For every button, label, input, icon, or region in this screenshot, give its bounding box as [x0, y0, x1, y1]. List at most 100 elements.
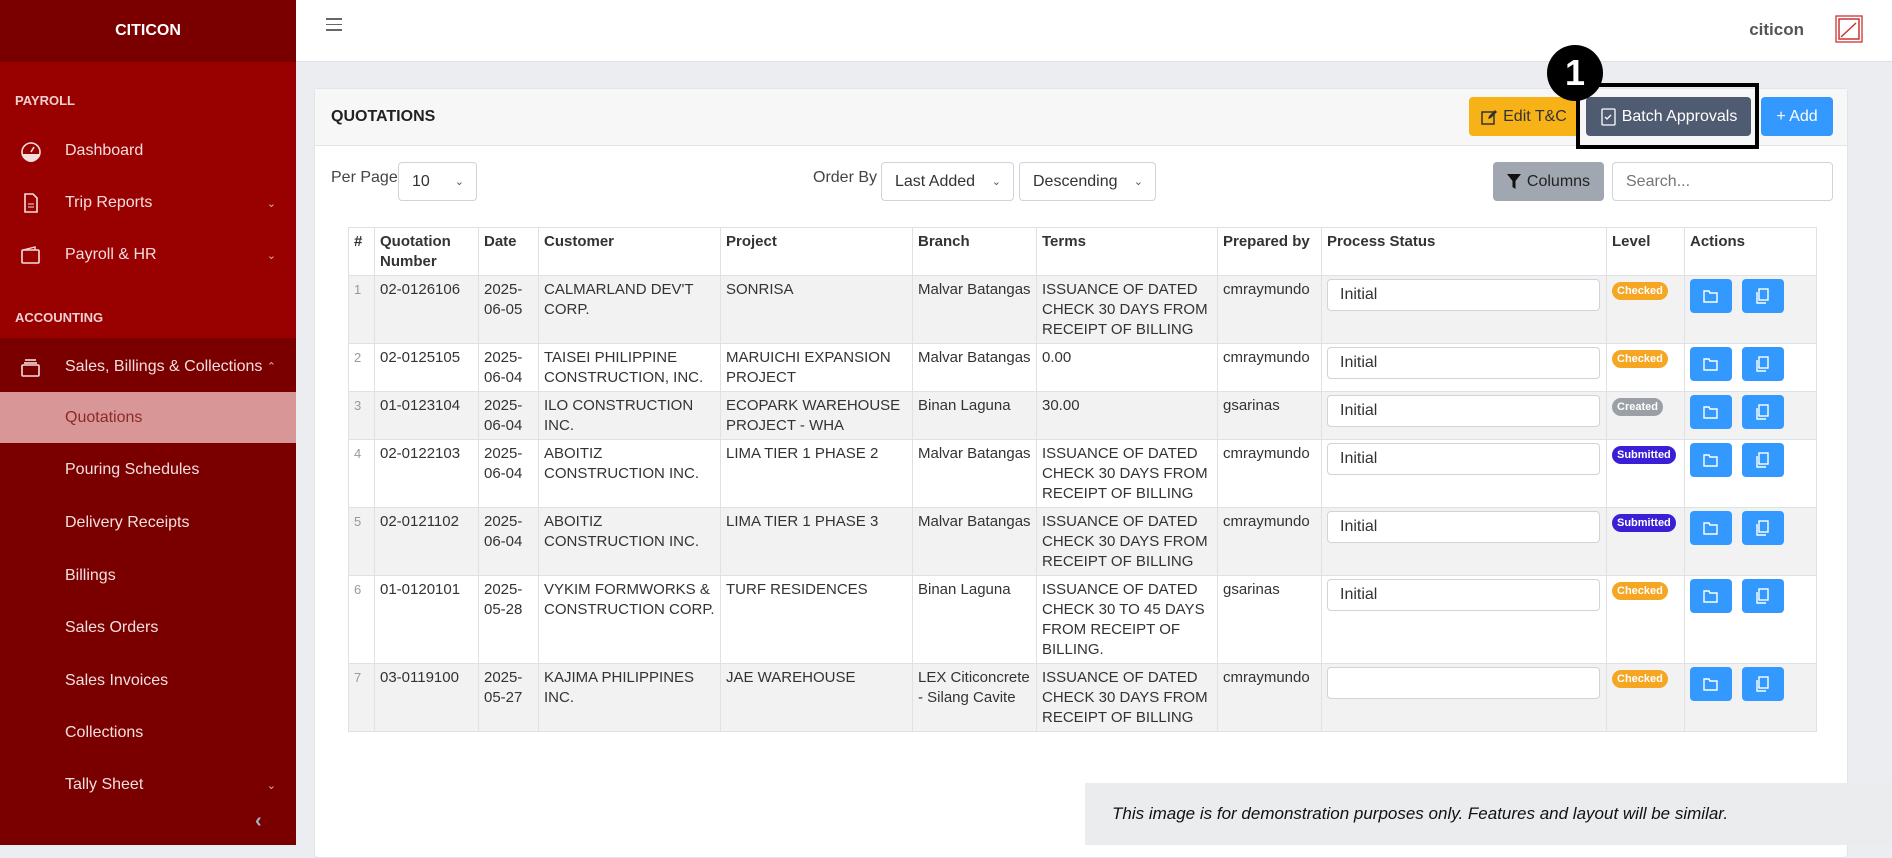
cell-customer: VYKIM FORMWORKS & CONSTRUCTION CORP. [538, 575, 721, 664]
order-direction-select[interactable]: Descending ⌄ [1019, 162, 1156, 201]
cell-customer: ABOITIZ CONSTRUCTION INC. [538, 439, 721, 508]
cell-prepared-by: gsarinas [1217, 391, 1322, 440]
sidebar-item-payroll-hr[interactable]: Payroll & HR ⌄ [0, 242, 296, 268]
duplicate-button[interactable] [1742, 511, 1784, 545]
column-header: Branch [912, 227, 1037, 276]
open-button[interactable] [1690, 511, 1732, 545]
per-page-value: 10 [412, 172, 430, 190]
cell-customer: CALMARLAND DEV'T CORP. [538, 275, 721, 344]
sidebar-item-dashboard[interactable]: Dashboard [0, 138, 296, 164]
cell-branch: Malvar Batangas [912, 507, 1037, 576]
process-status-field[interactable]: Initial [1327, 443, 1600, 475]
search-input[interactable] [1612, 162, 1833, 201]
sidebar-subitem-billings[interactable]: Billings [0, 563, 296, 589]
cell-process-status: Initial [1321, 507, 1607, 576]
cell-actions [1684, 663, 1817, 732]
chevron-down-icon: ⌄ [991, 176, 1001, 188]
sidebar-subitem-sales-orders[interactable]: Sales Orders [0, 615, 296, 641]
cell-project: LIMA TIER 1 PHASE 3 [720, 507, 913, 576]
level-badge: Checked [1612, 282, 1668, 300]
add-button[interactable]: + Add [1761, 97, 1833, 136]
column-header: Process Status [1321, 227, 1607, 276]
cell-actions [1684, 575, 1817, 664]
duplicate-button[interactable] [1742, 667, 1784, 701]
cell-date: 2025-06-04 [478, 507, 539, 576]
process-status-field[interactable]: Initial [1327, 279, 1600, 311]
process-status-field[interactable]: Initial [1327, 347, 1600, 379]
sidebar-subitem-quotations[interactable]: Quotations [0, 392, 296, 443]
cell-project: LIMA TIER 1 PHASE 2 [720, 439, 913, 508]
batch-approvals-button[interactable]: Batch Approvals [1586, 97, 1751, 136]
duplicate-button[interactable] [1742, 279, 1784, 313]
table-row[interactable]: 4 02-0122103 2025-06-04 ABOITIZ CONSTRUCTIO… [348, 439, 1817, 508]
sidebar-subitem-pouring-schedules[interactable]: Pouring Schedules [0, 457, 296, 483]
sidebar-item-trip-reports[interactable]: Trip Reports ⌄ [0, 190, 296, 216]
columns-button[interactable]: Columns [1493, 162, 1604, 201]
table-row[interactable]: 3 01-0123104 2025-06-04 ILO CONSTRUCTION IN… [348, 391, 1817, 440]
cell-index: 5 [348, 507, 375, 576]
per-page-label: Per Page [331, 169, 398, 186]
hamburger-menu-icon[interactable] [326, 18, 342, 31]
cell-terms: ISSUANCE OF DATED CHECK 30 DAYS FROM REC… [1036, 275, 1218, 344]
table-row[interactable]: 2 02-0125105 2025-06-04 TAISEI PHILIPPINE C… [348, 343, 1817, 392]
cell-process-status: Initial [1321, 391, 1607, 440]
cell-prepared-by: gsarinas [1217, 575, 1322, 664]
table-row[interactable]: 1 02-0126106 2025-06-05 CALMARLAND DEV'T CO… [348, 275, 1817, 344]
sidebar-item-sales-billings[interactable]: Sales, Billings & Collections ⌃ [0, 338, 296, 395]
duplicate-button[interactable] [1742, 347, 1784, 381]
cell-terms: ISSUANCE OF DATED CHECK 30 TO 45 DAYS FR… [1036, 575, 1218, 664]
process-status-field[interactable]: Initial [1327, 395, 1600, 427]
process-status-field[interactable]: Initial [1327, 511, 1600, 543]
user-name[interactable]: citicon [1749, 20, 1804, 39]
duplicate-button[interactable] [1742, 395, 1784, 429]
open-button[interactable] [1690, 347, 1732, 381]
cell-date: 2025-06-05 [478, 275, 539, 344]
column-header: Customer [538, 227, 721, 276]
open-button[interactable] [1690, 279, 1732, 313]
order-by-select[interactable]: Last Added ⌄ [881, 162, 1014, 201]
duplicate-button[interactable] [1742, 443, 1784, 477]
level-badge: Checked [1612, 350, 1668, 368]
cell-quotation-number: 01-0120101 [374, 575, 479, 664]
quotations-card: QUOTATIONS Edit T&C Batch Approvals + Ad… [314, 45, 1848, 858]
chevron-down-icon: ⌄ [266, 779, 276, 792]
sidebar-subitem-tally-sheet[interactable]: Tally Sheet ⌄ [0, 772, 296, 798]
cell-project: TURF RESIDENCES [720, 575, 913, 664]
collapse-sidebar-icon[interactable]: ‹ [255, 810, 262, 832]
cell-process-status: Initial [1321, 343, 1607, 392]
sidebar-item-label: Collections [65, 724, 144, 741]
per-page-select[interactable]: 10 ⌄ [398, 162, 477, 201]
column-header: Project [720, 227, 913, 276]
table-row[interactable]: 6 01-0120101 2025-05-28 VYKIM FORMWORKS & C… [348, 575, 1817, 664]
edit-tc-button[interactable]: Edit T&C [1469, 97, 1579, 136]
cell-branch: LEX Citiconcrete - Silang Cavite [912, 663, 1037, 732]
cell-index: 2 [348, 343, 375, 392]
cell-actions [1684, 439, 1817, 508]
process-status-field[interactable]: Initial [1327, 579, 1600, 611]
chevron-up-icon: ⌃ [266, 361, 276, 373]
duplicate-button[interactable] [1742, 579, 1784, 613]
open-button[interactable] [1690, 667, 1732, 701]
open-button[interactable] [1690, 443, 1732, 477]
open-button[interactable] [1690, 395, 1732, 429]
column-header: Actions [1684, 227, 1817, 276]
sidebar-subitem-sales-invoices[interactable]: Sales Invoices [0, 668, 296, 694]
cell-level: Checked [1606, 575, 1685, 664]
open-button[interactable] [1690, 579, 1732, 613]
order-by-label: Order By [813, 169, 878, 186]
section-payroll: PAYROLL [15, 93, 75, 108]
table-row[interactable]: 5 02-0121102 2025-06-04 ABOITIZ CONSTRUCTIO… [348, 507, 1817, 576]
cell-prepared-by: cmraymundo [1217, 275, 1322, 344]
disclaimer-banner: This image is for demonstration purposes… [1085, 783, 1892, 845]
cell-process-status: Initial [1321, 439, 1607, 508]
column-header: Terms [1036, 227, 1218, 276]
sidebar-item-label: Pouring Schedules [65, 461, 200, 478]
user-avatar-icon[interactable] [1835, 15, 1863, 43]
table-row[interactable]: 7 03-0119100 2025-05-27 KAJIMA PHILIPPINES … [348, 663, 1817, 732]
sidebar-subitem-delivery-receipts[interactable]: Delivery Receipts [0, 510, 296, 536]
process-status-field[interactable] [1327, 667, 1600, 699]
sidebar-item-label: Delivery Receipts [65, 514, 190, 531]
dashboard-gauge-icon [21, 142, 41, 162]
sidebar-subitem-collections[interactable]: Collections [0, 720, 296, 746]
sidebar-item-label: Tally Sheet [65, 776, 144, 793]
